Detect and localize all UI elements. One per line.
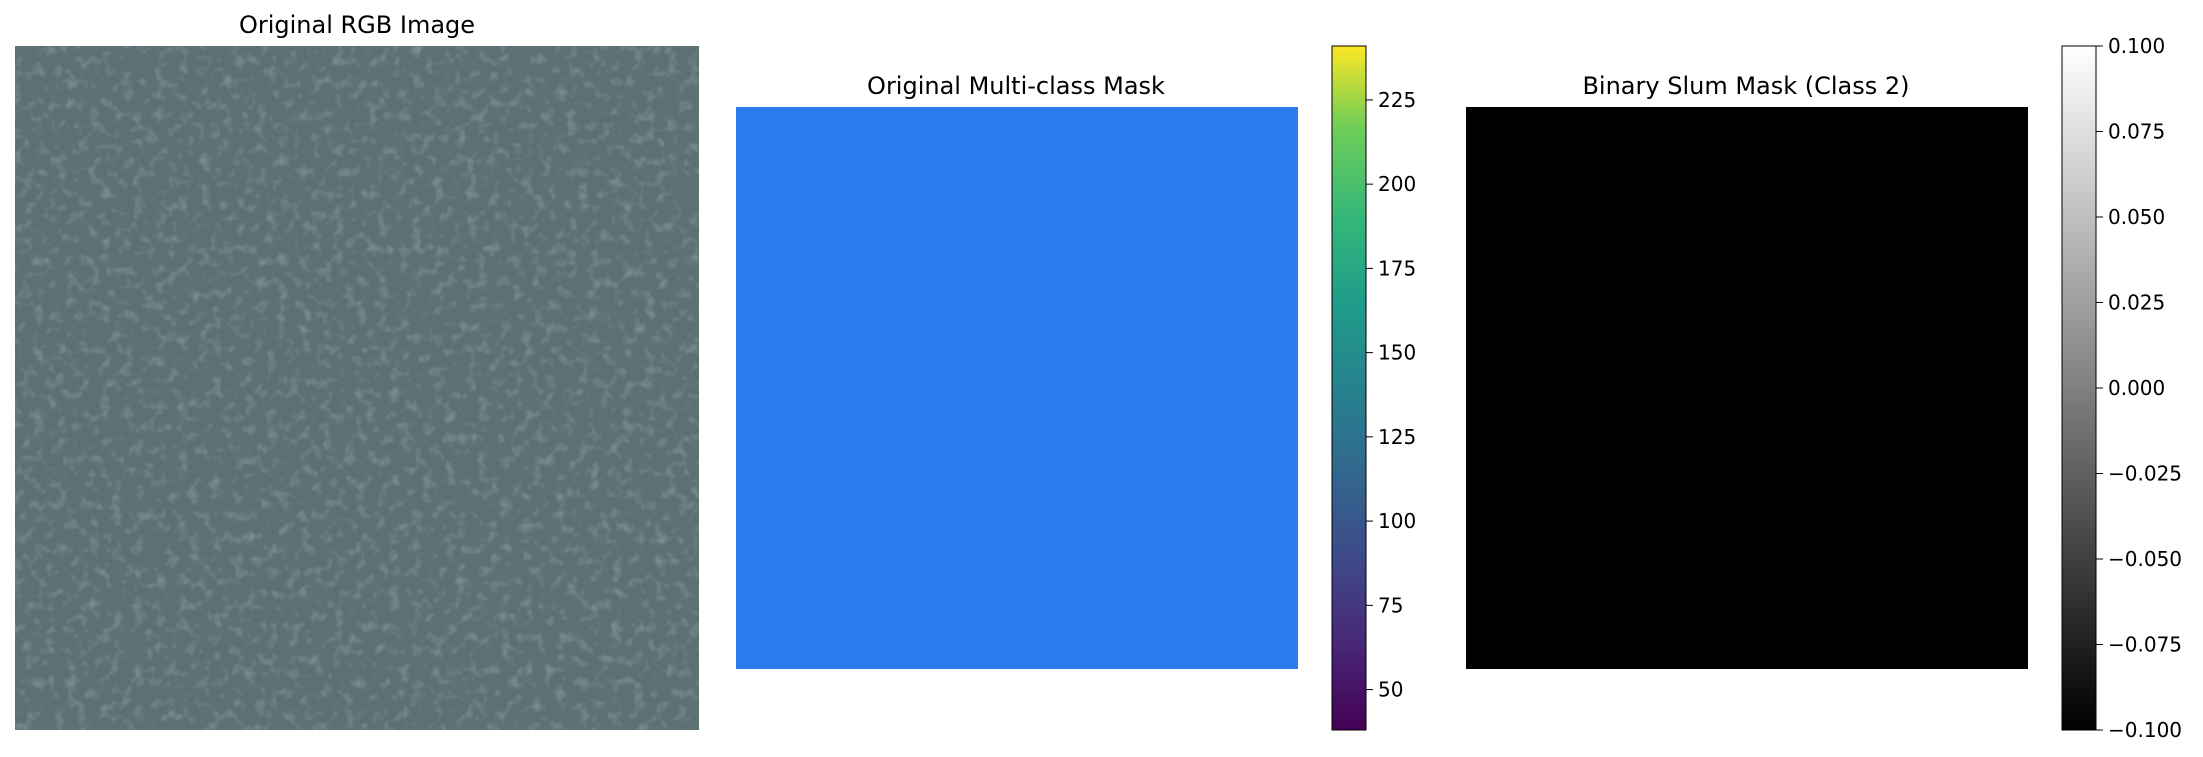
viridis-colorbar-tick-label: 150 bbox=[1378, 341, 1416, 365]
gray-colorbar-tick-label: −0.050 bbox=[2108, 547, 2182, 571]
gray-colorbar-tick-label: 0.025 bbox=[2108, 291, 2165, 315]
multiclass-mask-title: Original Multi-class Mask bbox=[867, 72, 1165, 100]
rgb-image-texture bbox=[15, 46, 699, 730]
panel-binary-mask: Binary Slum Mask (Class 2) −0.100−0.075−… bbox=[1466, 34, 2182, 742]
viridis-colorbar-tick-label: 175 bbox=[1378, 256, 1416, 280]
rgb-image-title: Original RGB Image bbox=[239, 11, 475, 39]
gray-colorbar-tick-label: −0.075 bbox=[2108, 633, 2182, 657]
gray-colorbar-tick-label: −0.025 bbox=[2108, 462, 2182, 486]
viridis-colorbar bbox=[1331, 45, 1367, 731]
gray-colorbar-ticks: −0.100 −0.075 −0.050 −0.025 0.000 0.025 0.050 0… bbox=[2096, 34, 2182, 742]
panel-multiclass-mask: Original Multi-class Mask 50 75 100 125 150 1… bbox=[736, 45, 1416, 731]
gray-colorbar-tick-label: −0.100 bbox=[2108, 718, 2182, 742]
panel-rgb-image: Original RGB Image bbox=[15, 11, 699, 730]
gray-colorbar bbox=[2061, 45, 2097, 731]
gray-colorbar-tick-label: 0.050 bbox=[2108, 205, 2165, 229]
gray-colorbar-tick-label: 0.100 bbox=[2108, 34, 2165, 58]
viridis-colorbar-tick-label: 200 bbox=[1378, 172, 1416, 196]
viridis-colorbar-ticks: 50 75 100 125 150 175 200 225 bbox=[1366, 88, 1416, 702]
gray-colorbar-tick-label: 0.000 bbox=[2108, 376, 2165, 400]
viridis-colorbar-tick-label: 225 bbox=[1378, 88, 1416, 112]
viridis-colorbar-tick-label: 75 bbox=[1378, 593, 1403, 617]
viridis-colorbar-tick-label: 125 bbox=[1378, 425, 1416, 449]
multiclass-mask-image bbox=[736, 107, 1298, 669]
viridis-colorbar-tick-label: 50 bbox=[1378, 678, 1403, 702]
binary-mask-title: Binary Slum Mask (Class 2) bbox=[1582, 72, 1909, 100]
gray-colorbar-tick-label: 0.075 bbox=[2108, 120, 2165, 144]
viridis-colorbar-tick-label: 100 bbox=[1378, 509, 1416, 533]
binary-mask-image bbox=[1466, 107, 2028, 669]
